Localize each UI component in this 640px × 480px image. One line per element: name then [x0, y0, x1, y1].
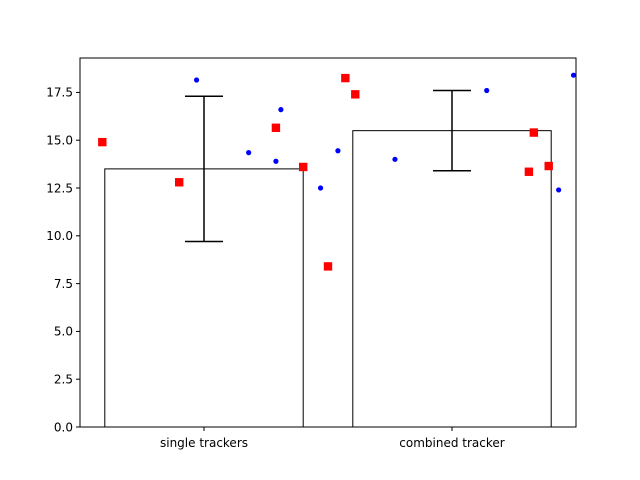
error-bars: [185, 89, 471, 243]
y-tick-label: 17.5: [46, 86, 73, 100]
y-tick-label: 2.5: [54, 373, 73, 387]
data-point: [529, 128, 539, 137]
data-point: [556, 187, 562, 193]
bars: [104, 130, 552, 428]
y-axis-ticks: 0.0 2.5 5.0 7.5 10.0 12.5 15.0 17.5: [46, 86, 80, 434]
error-bar: [433, 89, 471, 172]
error-bar: [185, 95, 223, 243]
data-point: [484, 87, 490, 94]
data-point: [335, 148, 341, 154]
data-point: [278, 107, 284, 113]
data-point: [246, 150, 252, 156]
data-point: [299, 162, 308, 172]
data-point: [317, 185, 324, 191]
plot-frame: [79, 57, 577, 428]
data-point: [392, 156, 398, 162]
bar: [352, 130, 552, 428]
data-point: [273, 158, 279, 164]
data-point: [341, 73, 350, 83]
axes: [79, 57, 577, 428]
y-tick-label: 12.5: [46, 181, 73, 195]
data-point: [271, 123, 281, 132]
scatter-points: [98, 72, 577, 271]
data-point: [193, 77, 200, 83]
y-tick-label: 7.5: [54, 277, 73, 291]
y-tick-label: 10.0: [46, 229, 73, 243]
data-point: [323, 262, 333, 271]
data-point: [570, 72, 577, 78]
x-axis-ticks: single trackers combined tracker: [160, 427, 505, 450]
data-point: [351, 90, 360, 99]
y-tick-label: 15.0: [46, 134, 73, 148]
y-tick-label: 0.0: [54, 420, 73, 434]
data-point: [175, 178, 184, 187]
data-point: [524, 167, 534, 176]
data-point: [544, 161, 553, 171]
x-tick-label: combined tracker: [399, 436, 504, 450]
data-point: [98, 137, 107, 147]
x-tick-label: single trackers: [160, 436, 248, 450]
y-tick-label: 5.0: [54, 325, 73, 339]
